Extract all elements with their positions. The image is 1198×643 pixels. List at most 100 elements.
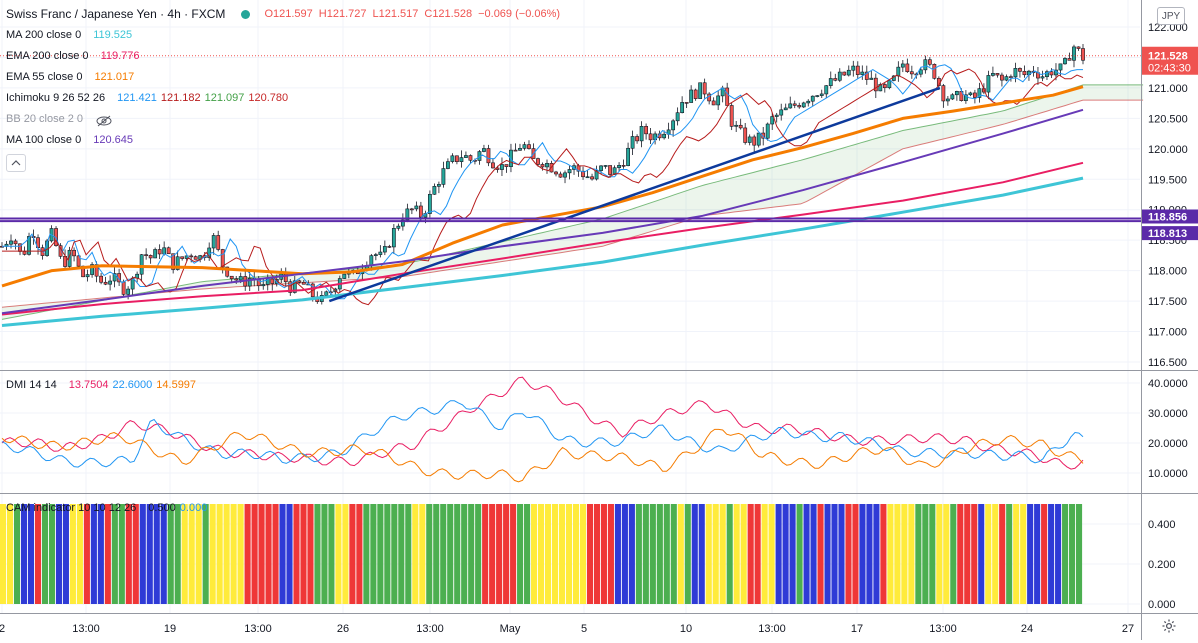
candle: [828, 71, 833, 89]
cam-bar: [405, 504, 412, 604]
cam-bar: [719, 504, 726, 604]
cam-bar: [873, 504, 880, 604]
candle-body: [418, 205, 423, 218]
candle: [247, 271, 252, 292]
candle: [603, 164, 608, 169]
settings-gear-icon[interactable]: [1161, 618, 1177, 634]
cam-bar: [293, 504, 300, 604]
candle-body: [864, 71, 869, 80]
candle-body: [837, 71, 842, 81]
candle: [387, 244, 392, 248]
candle-body: [112, 273, 117, 282]
candle-body: [1049, 71, 1054, 76]
candle-body: [1067, 58, 1072, 61]
cam-bar: [363, 504, 370, 604]
cam-bar: [817, 504, 824, 604]
dmi-label: DMI 14 14: [6, 379, 57, 391]
cam-bar: [1034, 504, 1041, 604]
candle-body: [909, 71, 914, 75]
collapse-legend-button[interactable]: [6, 154, 26, 172]
currency-badge[interactable]: JPY: [1157, 7, 1185, 25]
legend-ichimoku[interactable]: Ichimoku 9 26 52 26 121.421 121.182 121.…: [6, 88, 562, 109]
candle: [108, 275, 113, 291]
legend-ema200[interactable]: EMA 200 close 0 119.776: [6, 46, 562, 67]
chevron-up-icon: [11, 160, 21, 166]
x-axis-label: 26: [337, 623, 349, 635]
candle-body: [527, 144, 531, 149]
cam-bar: [656, 504, 663, 604]
legend-ma100-label: MA 100 close 0: [6, 134, 82, 146]
candle: [671, 119, 676, 137]
candle-body: [342, 273, 347, 279]
candle-body: [693, 89, 698, 99]
price-tick-label: 117.000: [1148, 327, 1187, 339]
candle-body: [1072, 46, 1076, 61]
dmi-legend-row[interactable]: DMI 14 14 13.7504 22.6000 14.5997: [6, 375, 196, 396]
candle-body: [1013, 68, 1018, 78]
cam-bar: [810, 504, 817, 604]
legend-ma200[interactable]: MA 200 close 0 119.525: [6, 25, 562, 46]
cam-bar: [572, 504, 580, 604]
cam-bar: [915, 504, 922, 604]
symbol-title[interactable]: Swiss Franc / Japanese Yen · 4h · FXCM: [6, 7, 226, 21]
legend-ema200-label: EMA 200 close 0: [6, 50, 89, 62]
cam-bar: [551, 504, 559, 604]
candle: [747, 134, 752, 146]
last-price-label-box: [1142, 46, 1198, 75]
candle-body: [450, 155, 455, 162]
candle-body: [270, 278, 275, 284]
candle-body: [27, 236, 31, 255]
cam-bar: [852, 504, 859, 604]
cam-value-1: 0.500: [148, 502, 176, 514]
legend-ema55[interactable]: EMA 55 close 0 121.017: [6, 67, 562, 88]
cam-bar: [538, 504, 545, 604]
candle: [900, 60, 905, 73]
legend-bb[interactable]: BB 20 close 2 0: [6, 109, 562, 130]
candle-body: [675, 112, 680, 122]
ma-line-0: [1, 176, 1084, 327]
cam-bar: [950, 504, 957, 604]
candle: [612, 165, 617, 175]
cam-legend-row[interactable]: CAM indicator 10 10 12 26 0.500 0.000: [6, 498, 207, 519]
candle-body: [121, 281, 126, 295]
legend-ma100[interactable]: MA 100 close 0 120.645: [6, 130, 562, 151]
candle: [382, 240, 387, 256]
candle-body: [157, 249, 162, 255]
candle: [500, 157, 504, 176]
cam-bar: [6, 504, 14, 604]
candle-body: [1063, 58, 1067, 65]
candle-body: [963, 94, 968, 101]
level-label-box-1: [1142, 209, 1198, 224]
x-axis-label: 13:00: [929, 623, 957, 635]
cam-bar: [628, 504, 635, 604]
candle: [504, 164, 509, 173]
candle-body: [400, 219, 405, 227]
legend-ichimoku-label: Ichimoku 9 26 52 26: [6, 92, 106, 104]
candle-body: [387, 246, 392, 248]
candle-body: [468, 155, 473, 161]
candle: [729, 103, 734, 131]
hidden-eye-icon[interactable]: [95, 114, 113, 126]
candle-body: [590, 176, 594, 180]
dmi-line-2: [1, 428, 1084, 483]
candle: [67, 246, 72, 269]
candle: [85, 269, 90, 282]
candle: [193, 255, 198, 260]
cam-bar: [642, 504, 649, 604]
cam-bar: [733, 504, 740, 604]
candle-body: [977, 88, 982, 98]
candle-body: [882, 84, 887, 89]
candle: [675, 107, 680, 126]
candle: [594, 165, 599, 181]
candle-body: [851, 65, 856, 71]
candle-body: [76, 255, 81, 267]
legend-ema200-value: 119.776: [100, 50, 140, 62]
candle-body: [491, 162, 495, 169]
level-label-1: 118.856: [1148, 211, 1187, 223]
cam-bar: [27, 504, 35, 604]
cam-bar: [307, 504, 314, 604]
candle-body: [1045, 71, 1049, 78]
candle-body: [288, 281, 293, 293]
candle: [1049, 68, 1054, 78]
